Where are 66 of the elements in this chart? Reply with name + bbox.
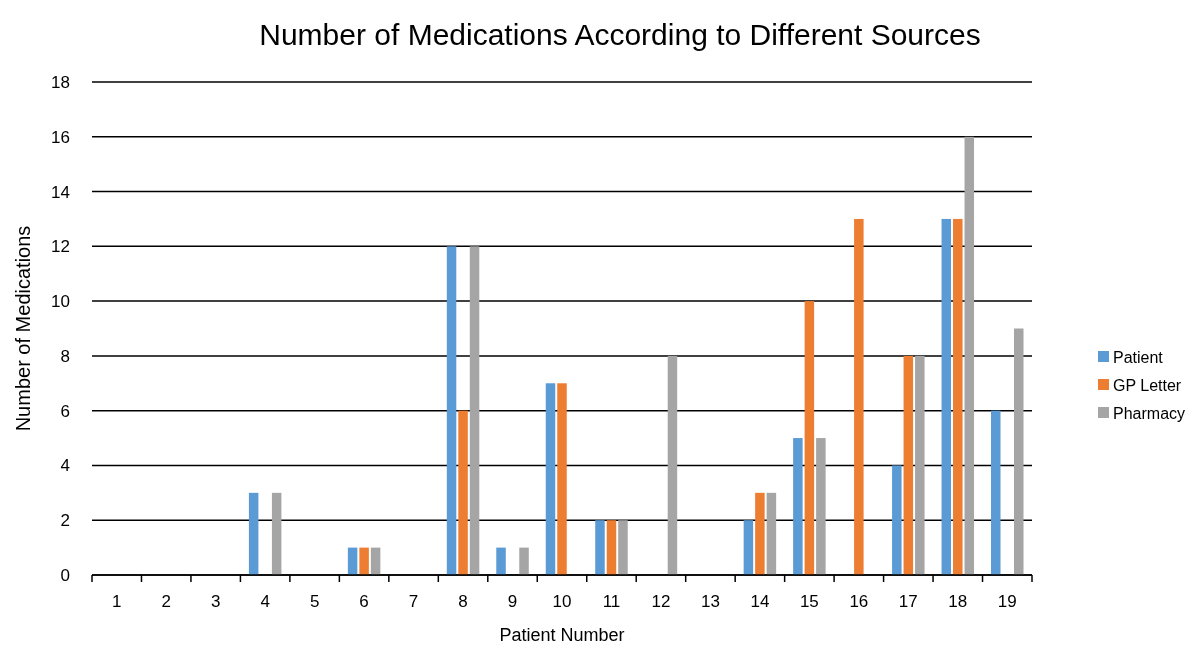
bar [743, 520, 754, 575]
bar [766, 492, 777, 575]
bar [446, 246, 457, 575]
x-tick-label: 11 [602, 592, 621, 611]
x-tick-label: 14 [750, 592, 770, 611]
bar [370, 547, 381, 575]
bar [667, 355, 678, 575]
bar [953, 218, 963, 575]
bar [519, 547, 529, 575]
bar [854, 218, 864, 575]
bar [347, 547, 358, 575]
bar [1014, 328, 1024, 575]
y-tick-label: 12 [51, 237, 70, 257]
bar [595, 520, 605, 575]
bar [991, 410, 1001, 575]
bar [496, 547, 506, 575]
bar [545, 383, 556, 575]
x-tick-label: 4 [260, 592, 270, 611]
x-tick-label: 9 [507, 592, 518, 611]
x-tick-label: 10 [552, 592, 572, 611]
bar [248, 492, 259, 575]
x-tick-label: 16 [849, 592, 869, 611]
x-axis-title: Patient Number [499, 625, 625, 645]
bar [271, 492, 282, 575]
y-tick-label: 8 [60, 346, 70, 366]
bar [793, 438, 803, 575]
y-tick-label: 4 [60, 456, 70, 476]
x-tick-label: 15 [799, 592, 819, 611]
y-tick-label: 0 [60, 565, 70, 585]
legend-label: GP Letter [1113, 376, 1182, 394]
legend-label: Pharmacy [1113, 404, 1186, 422]
bar [964, 136, 975, 575]
bar [557, 383, 567, 575]
legend-label: Patient [1113, 348, 1164, 366]
bar [804, 301, 815, 575]
bar [892, 465, 902, 575]
x-tick-label: 19 [997, 592, 1017, 611]
y-tick-label: 2 [60, 511, 70, 531]
x-tick-label: 18 [948, 592, 968, 611]
x-tick-label: 6 [359, 592, 369, 611]
x-tick-label: 12 [651, 592, 671, 611]
bar [618, 520, 628, 575]
x-tick-label: 1 [112, 592, 122, 611]
bar [359, 547, 369, 575]
y-axis-title: Number of Medications [12, 225, 34, 432]
y-tick-label: 16 [51, 127, 70, 147]
x-tick-label: 3 [210, 592, 221, 611]
bar [606, 520, 617, 575]
y-tick-label: 18 [51, 72, 70, 92]
bar [941, 218, 952, 575]
chart-title: Number of Medications According to Different Sources [259, 18, 981, 51]
y-tick-label: 6 [60, 401, 70, 421]
x-tick-label: 5 [309, 592, 320, 611]
bar [915, 355, 925, 575]
x-tick-label: 2 [161, 592, 171, 611]
bar [469, 246, 480, 575]
bar [755, 492, 765, 575]
x-tick-label: 8 [458, 592, 468, 611]
bar [816, 438, 826, 575]
bar [903, 355, 914, 575]
x-tick-label: 13 [700, 592, 720, 611]
x-tick-label: 7 [408, 592, 419, 611]
y-tick-label: 14 [51, 182, 70, 202]
x-tick-label: 17 [898, 592, 918, 611]
bar [458, 410, 468, 575]
y-tick-label: 10 [51, 292, 70, 312]
